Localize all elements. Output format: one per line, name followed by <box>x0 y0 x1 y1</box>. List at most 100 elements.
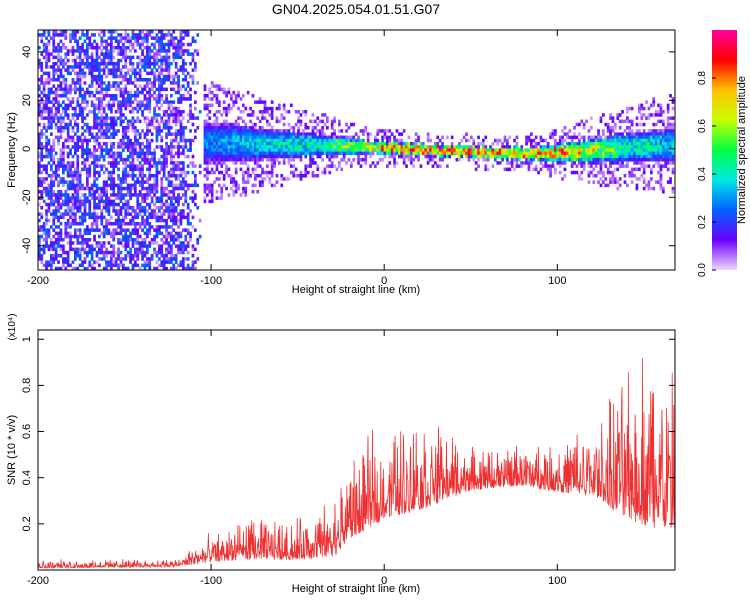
heat-cell <box>45 36 48 40</box>
heat-cell <box>633 167 636 172</box>
heat-cell <box>573 151 576 156</box>
heat-cell <box>105 42 108 47</box>
heat-cell <box>278 142 281 146</box>
heat-cell <box>162 234 166 239</box>
heat-cell <box>611 174 615 178</box>
heat-cell <box>110 49 113 53</box>
heat-cell <box>438 148 442 152</box>
heat-cell <box>294 174 298 178</box>
heat-cell <box>520 145 524 149</box>
heat-cell <box>136 193 140 197</box>
heat-cell <box>141 100 144 104</box>
heat-cell <box>62 180 65 184</box>
heat-cell <box>254 161 257 165</box>
heat-cell <box>450 151 454 156</box>
heat-cell <box>244 148 248 152</box>
heat-cell <box>83 257 87 261</box>
heat-cell <box>393 151 396 156</box>
heat-cell <box>98 164 101 168</box>
heat-cell <box>174 52 178 56</box>
heat-cell <box>102 225 106 229</box>
heat-cell <box>239 151 243 156</box>
heat-cell <box>38 170 41 175</box>
heat-cell <box>222 119 226 124</box>
heat-cell <box>220 145 224 149</box>
heat-cell <box>299 145 303 149</box>
heat-cell <box>107 218 111 223</box>
heat-cell <box>112 49 116 53</box>
heat-cell <box>45 129 48 133</box>
heat-cell <box>268 122 272 127</box>
heat-cell <box>57 116 60 120</box>
heat-cell <box>143 196 147 200</box>
heat-cell <box>158 244 161 248</box>
heat-cell <box>107 222 111 226</box>
heat-cell <box>62 116 65 120</box>
heat-cell <box>167 241 171 245</box>
heat-cell <box>59 68 63 72</box>
heat-cell <box>592 151 596 156</box>
heat-cell <box>78 71 82 76</box>
heat-cell <box>76 164 80 168</box>
heat-cell <box>609 170 612 175</box>
heat-cell <box>136 94 140 98</box>
heat-cell <box>110 122 113 127</box>
heat-cell <box>78 74 82 79</box>
heat-cell <box>47 209 51 213</box>
heat-cell <box>184 97 188 101</box>
heat-cell <box>597 129 600 133</box>
heat-cell <box>172 202 176 207</box>
heat-cell <box>278 154 281 159</box>
heat-cell <box>585 158 588 162</box>
heat-cell <box>102 87 106 92</box>
heat-cell <box>62 78 65 82</box>
heat-cell <box>278 132 281 136</box>
heat-cell <box>582 126 586 130</box>
heat-cell <box>93 151 96 156</box>
heat-cell <box>81 202 84 207</box>
heat-cell <box>230 158 233 162</box>
heat-cell <box>261 154 264 159</box>
heat-cell <box>83 218 87 223</box>
heat-cell <box>549 167 552 172</box>
heat-cell <box>458 158 461 162</box>
heat-cell <box>134 135 137 140</box>
heat-cell <box>45 241 48 245</box>
heat-cell <box>155 62 159 66</box>
heat-cell <box>57 78 60 82</box>
heat-cell <box>611 145 615 149</box>
heat-cell <box>131 222 135 226</box>
heat-cell <box>417 135 420 140</box>
heat-cell <box>54 177 58 181</box>
heat-cell <box>57 58 60 63</box>
heat-cell <box>594 174 598 178</box>
heat-cell <box>50 266 53 271</box>
heat-cell <box>74 122 77 127</box>
heat-cell <box>570 154 574 159</box>
heat-cell <box>347 135 351 140</box>
heat-cell <box>263 148 267 152</box>
heat-cell <box>45 238 48 242</box>
heat-cell <box>467 151 471 156</box>
heat-cell <box>177 78 180 82</box>
heat-cell <box>592 180 596 184</box>
heat-cell <box>81 33 84 37</box>
heat-cell <box>611 129 615 133</box>
heat-cell <box>239 129 243 133</box>
heat-cell <box>158 49 161 53</box>
heat-cell <box>93 148 96 152</box>
heat-cell <box>126 119 130 124</box>
heat-cell <box>172 238 176 242</box>
heat-cell <box>388 145 392 149</box>
heat-cell <box>102 46 106 50</box>
heat-cell <box>64 196 68 200</box>
heat-cell <box>57 103 60 108</box>
heat-cell <box>126 158 130 162</box>
heat-cell <box>146 122 149 127</box>
heat-cell <box>62 148 65 152</box>
heat-cell <box>98 110 101 114</box>
heat-cell <box>114 62 118 66</box>
heat-cell <box>47 193 51 197</box>
heat-cell <box>52 254 56 258</box>
heat-cell <box>299 113 303 117</box>
